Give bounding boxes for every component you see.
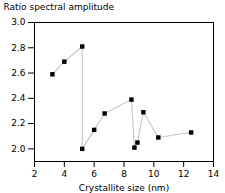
svg-text:2.8: 2.8 xyxy=(11,43,26,53)
svg-text:10: 10 xyxy=(148,169,160,179)
svg-text:Ratio spectral amplitude: Ratio spectral amplitude xyxy=(4,2,115,12)
svg-text:14: 14 xyxy=(208,169,220,179)
svg-text:2.0: 2.0 xyxy=(11,144,26,154)
svg-text:3.0: 3.0 xyxy=(11,17,26,27)
svg-text:2.6: 2.6 xyxy=(11,68,26,78)
svg-text:2.2: 2.2 xyxy=(11,118,25,128)
svg-text:Crystallite size (nm): Crystallite size (nm) xyxy=(79,183,169,193)
svg-text:2.4: 2.4 xyxy=(11,93,26,103)
svg-text:12: 12 xyxy=(178,169,189,179)
svg-text:2: 2 xyxy=(32,169,38,179)
svg-text:6: 6 xyxy=(91,169,97,179)
svg-text:4: 4 xyxy=(61,169,67,179)
svg-text:8: 8 xyxy=(121,169,127,179)
